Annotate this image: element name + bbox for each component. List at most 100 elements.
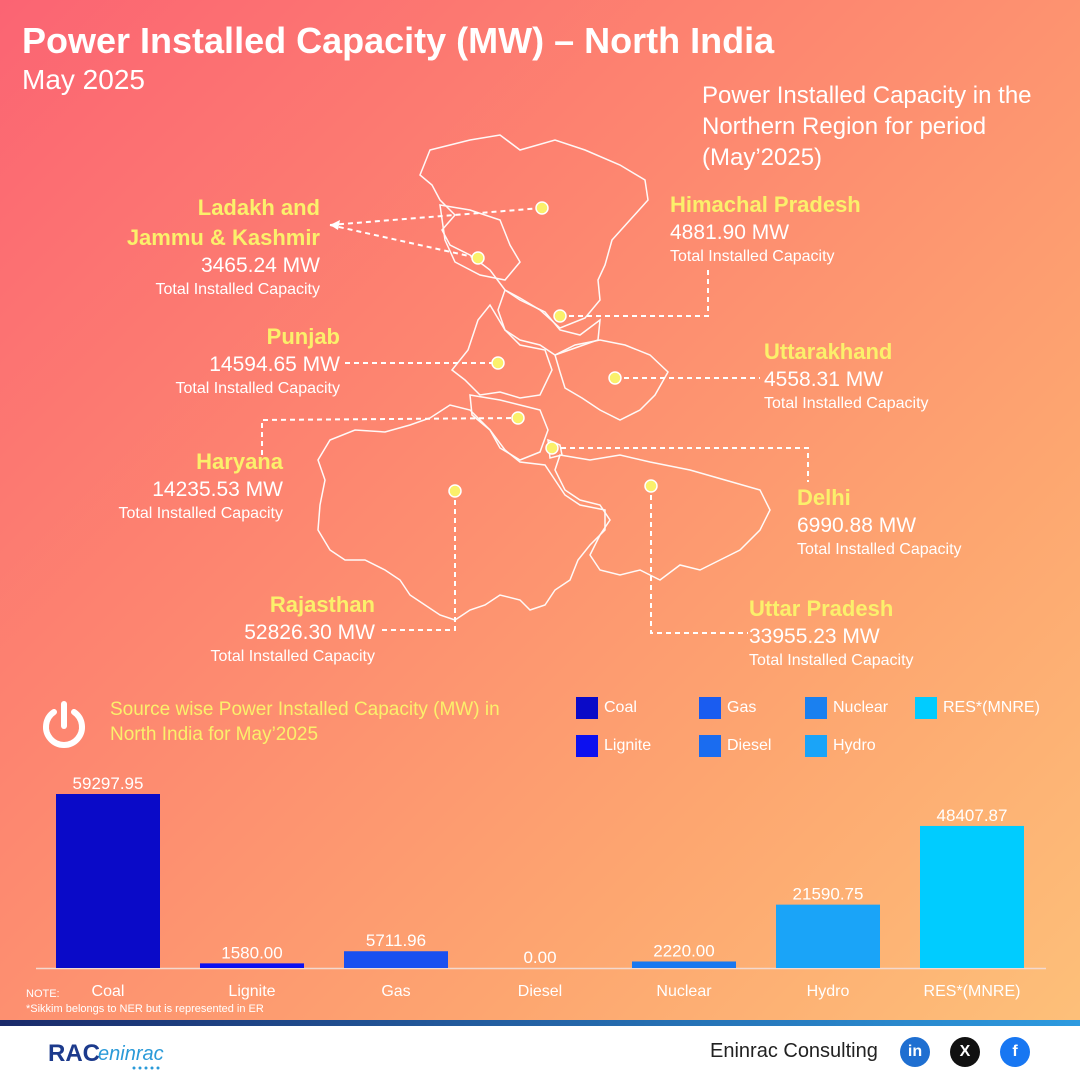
- page-title: Power Installed Capacity (MW) – North In…: [22, 20, 775, 61]
- legend-item-nuclear: Nuclear: [805, 697, 888, 719]
- state-value: 3465.24 MW: [200, 254, 320, 277]
- brand-name: Eninrac Consulting: [710, 1040, 878, 1062]
- state-value: 52826.30 MW: [244, 621, 375, 644]
- legend-swatch: [805, 697, 827, 719]
- state-name: Jammu & Kashmir: [126, 225, 320, 250]
- state-label-rajasthan: Rajasthan 52826.30 MW Total Installed Ca…: [120, 590, 375, 668]
- legend-label: Lignite: [604, 737, 652, 754]
- state-label-delhi: Delhi 6990.88 MW Total Installed Capacit…: [797, 483, 1057, 561]
- state-name: Rajasthan: [269, 592, 375, 617]
- state-label-haryana: Haryana 14235.53 MW Total Installed Capa…: [40, 447, 283, 525]
- state-caption: Total Installed Capacity: [210, 648, 375, 665]
- linkedin-icon[interactable]: in: [900, 1037, 930, 1067]
- bar-value-label: 59297.95: [73, 774, 144, 793]
- state-label-uttarakhand: Uttarakhand 4558.31 MW Total Installed C…: [764, 337, 1024, 415]
- legend-label: Gas: [727, 699, 757, 716]
- bar-value-label: 5711.96: [366, 931, 426, 950]
- legend-swatch: [915, 697, 937, 719]
- x-tick-label: Lignite: [228, 983, 275, 1000]
- state-caption: Total Installed Capacity: [670, 248, 835, 265]
- x-tick-label: Hydro: [807, 983, 850, 1000]
- bar-gas: [344, 951, 448, 968]
- legend-item-lignite: Lignite: [576, 735, 651, 757]
- state-value: 14235.53 MW: [152, 478, 283, 501]
- legend-item-diesel: Diesel: [699, 735, 771, 757]
- legend-swatch: [805, 735, 827, 757]
- note-text: *Sikkim belongs to NER but is represente…: [26, 1003, 264, 1015]
- bar-chart: 59297.95 Coal 1580.00 Lignite 5711.96 Gas 0.00…: [36, 774, 1046, 1000]
- intro-text: Power Installed Capacity in the Northern…: [702, 82, 1032, 171]
- state-value: 14594.65 MW: [209, 353, 340, 376]
- bar-hydro: [776, 904, 880, 968]
- dot-jammu-kashmir: [471, 251, 485, 265]
- legend-swatch: [699, 735, 721, 757]
- state-value: 6990.88 MW: [797, 514, 917, 537]
- x-tick-label: Coal: [92, 983, 125, 1000]
- bar-value-label: 0.00: [523, 948, 556, 967]
- dot-himachal: [553, 309, 567, 323]
- arrow-head: [330, 220, 340, 230]
- state-caption: Total Installed Capacity: [764, 395, 929, 412]
- legend-item-hydro: Hydro: [805, 735, 876, 757]
- state-caption: Total Installed Capacity: [797, 541, 962, 558]
- x-tick-label: RES*(MNRE): [924, 983, 1021, 1000]
- state-name: Haryana: [196, 449, 283, 474]
- dot-delhi: [545, 441, 559, 455]
- linkedin-glyph: in: [907, 1043, 923, 1060]
- north-india-map: [317, 134, 771, 621]
- dot-rajasthan: [448, 484, 462, 498]
- legend-swatch: [576, 735, 598, 757]
- state-name: Uttarakhand: [764, 339, 893, 364]
- facebook-icon[interactable]: f: [1000, 1037, 1030, 1067]
- state-dots: [448, 201, 658, 498]
- bar-coal: [56, 794, 160, 968]
- bar-res-mnre: [920, 825, 1024, 968]
- bar-lignite: [200, 963, 304, 968]
- legend-item-gas: Gas: [699, 697, 756, 719]
- legend-swatch: [699, 697, 721, 719]
- state-name: Himachal Pradesh: [670, 192, 861, 217]
- state-name: Delhi: [797, 485, 851, 510]
- footer-divider: [0, 1020, 1080, 1026]
- power-icon: [43, 701, 85, 748]
- bar-value-label: 2220.00: [653, 941, 714, 960]
- x-glyph: X: [959, 1043, 971, 1060]
- legend-item-res: RES*(MNRE): [915, 697, 1040, 719]
- legend-swatch: [576, 697, 598, 719]
- state-value: 4881.90 MW: [670, 221, 790, 244]
- legend-label: Coal: [604, 699, 637, 716]
- legend-label: RES*(MNRE): [943, 699, 1040, 716]
- bar-value-label: 1580.00: [221, 943, 282, 962]
- state-caption: Total Installed Capacity: [175, 380, 340, 397]
- legend-item-coal: Coal: [576, 697, 637, 719]
- dot-uttarakhand: [608, 371, 622, 385]
- note: NOTE: *Sikkim belongs to NER but is repr…: [26, 987, 264, 1017]
- state-label-jk: Ladakh and Jammu & Kashmir 3465.24 MW To…: [80, 193, 320, 301]
- state-caption: Total Installed Capacity: [749, 652, 914, 669]
- bar-value-label: 21590.75: [793, 885, 864, 904]
- legend-label: Hydro: [833, 737, 876, 754]
- state-name: Ladakh and: [197, 195, 320, 220]
- x-tick-label: Nuclear: [656, 983, 712, 1000]
- state-label-punjab: Punjab 14594.65 MW Total Installed Capac…: [90, 322, 340, 400]
- source-section-title: Source wise Power Installed Capacity (MW…: [110, 699, 500, 745]
- dot-punjab: [491, 356, 505, 370]
- dot-haryana: [511, 411, 525, 425]
- x-tick-label: Gas: [381, 983, 410, 1000]
- x-icon[interactable]: X: [950, 1037, 980, 1067]
- legend-label: Nuclear: [833, 699, 889, 716]
- legend-label: Diesel: [727, 737, 772, 754]
- x-tick-label: Diesel: [518, 983, 562, 1000]
- state-label-hp: Himachal Pradesh 4881.90 MW Total Instal…: [670, 190, 950, 268]
- state-value: 4558.31 MW: [764, 368, 884, 391]
- page-subtitle: May 2025: [22, 64, 145, 95]
- note-label: NOTE:: [26, 988, 60, 1000]
- svg-text:RAC: RAC: [48, 1040, 100, 1067]
- eninrac-logo: RAC eninrac: [48, 1040, 164, 1070]
- bar-value-label: 48407.87: [937, 806, 1008, 825]
- state-label-up: Uttar Pradesh 33955.23 MW Total Installe…: [749, 594, 1009, 672]
- facebook-glyph: f: [1012, 1043, 1018, 1060]
- svg-text:eninrac: eninrac: [98, 1043, 164, 1065]
- dot-uttar-pradesh: [644, 479, 658, 493]
- map-outline: [317, 134, 771, 621]
